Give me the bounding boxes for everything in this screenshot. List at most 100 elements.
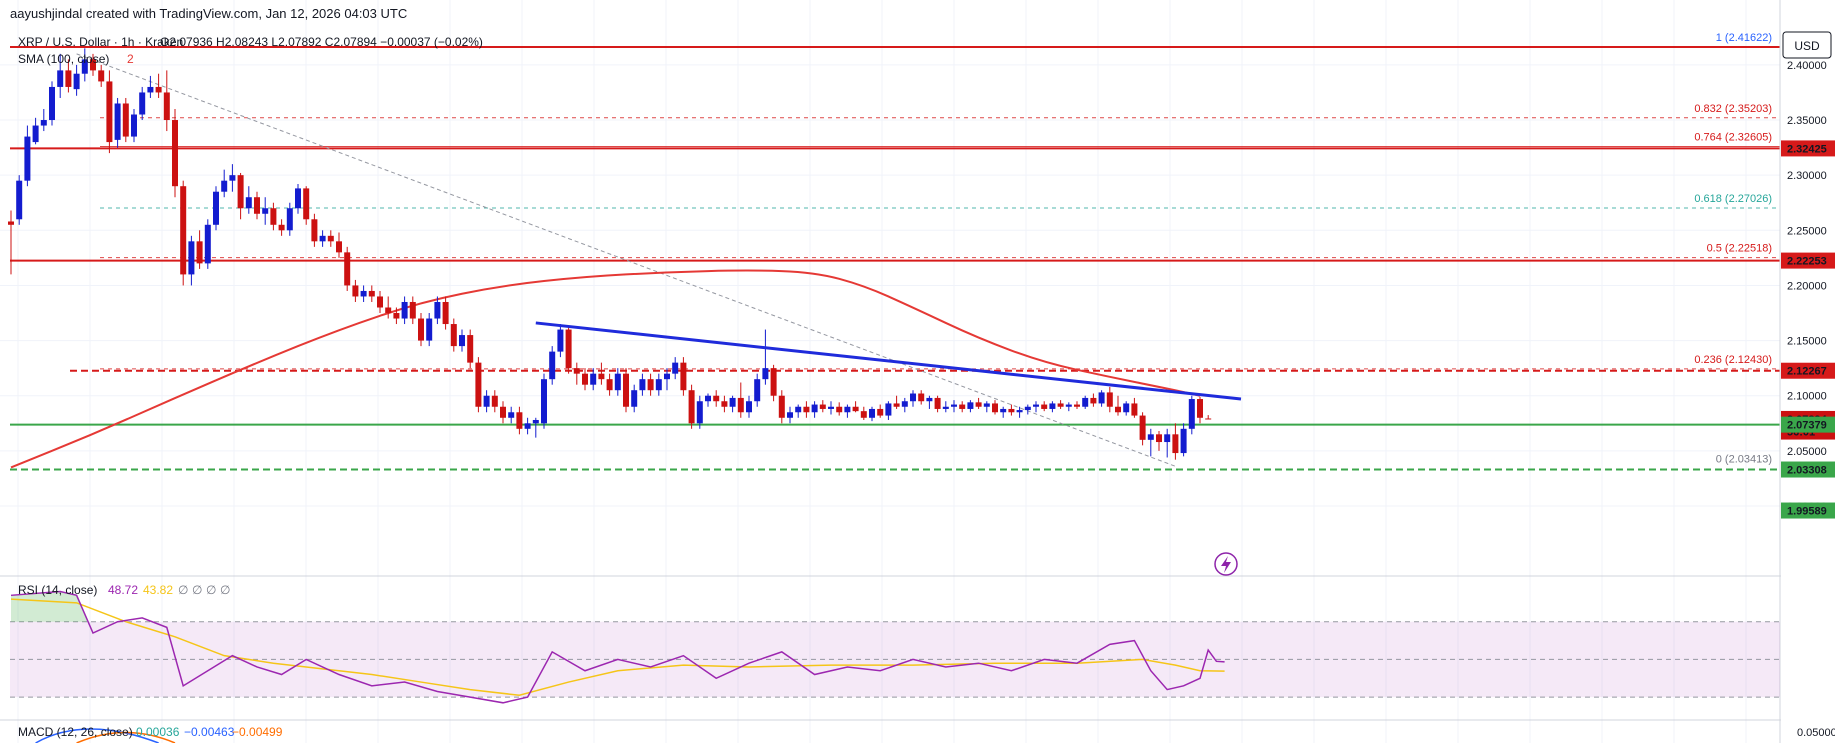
candle-body bbox=[188, 241, 195, 275]
symbol-title[interactable]: XRP / U.S. Dollar · 1h · Kraken bbox=[18, 35, 183, 49]
candle bbox=[188, 235, 195, 286]
candle bbox=[869, 406, 875, 422]
candle bbox=[746, 395, 752, 418]
candle bbox=[1156, 431, 1162, 451]
candle bbox=[959, 401, 966, 413]
price-tick: 2.35000 bbox=[1787, 115, 1827, 127]
candle bbox=[270, 202, 277, 231]
candle bbox=[40, 108, 47, 132]
sma-layer bbox=[10, 269, 1201, 469]
candle-body bbox=[172, 120, 178, 187]
macd-line bbox=[35, 728, 159, 743]
candle bbox=[828, 401, 834, 415]
candle bbox=[1123, 401, 1130, 416]
candle bbox=[377, 290, 383, 314]
ohlc-values: O2.07936 H2.08243 L2.07892 C2.07894 −0.0… bbox=[160, 35, 483, 49]
candle bbox=[508, 406, 515, 424]
candle bbox=[672, 357, 679, 380]
candle-body bbox=[877, 408, 884, 416]
candle-body bbox=[57, 70, 64, 87]
fib-label: 0.236 (2.12430) bbox=[1694, 354, 1772, 366]
candle-body bbox=[1123, 403, 1130, 413]
candle bbox=[1065, 402, 1072, 412]
candle-body bbox=[705, 395, 711, 402]
candle-body bbox=[139, 92, 146, 115]
candle-body bbox=[311, 219, 318, 242]
sma-legend-label[interactable]: SMA (100, close) bbox=[18, 52, 109, 66]
price-tick: 2.20000 bbox=[1787, 280, 1827, 292]
rsi-legend-value: 48.72 bbox=[108, 583, 138, 597]
candle-body bbox=[122, 103, 129, 137]
horizontal-levels bbox=[10, 46, 1780, 471]
candle-body bbox=[147, 86, 154, 93]
candle-body bbox=[32, 125, 39, 143]
rsi-legend[interactable]: RSI (14, close) 48.72 43.82 ∅ ∅ ∅ ∅ bbox=[18, 583, 230, 597]
candle-body bbox=[549, 351, 556, 380]
candle-body bbox=[327, 235, 334, 242]
candle-body bbox=[409, 301, 416, 319]
price-tick: 2.25000 bbox=[1787, 225, 1827, 237]
candle bbox=[967, 400, 974, 413]
price-tag-text: 2.07379 bbox=[1787, 420, 1827, 432]
candle bbox=[770, 364, 777, 402]
candle bbox=[147, 75, 154, 98]
candle bbox=[483, 390, 490, 413]
candle-body bbox=[286, 208, 293, 231]
price-tag-text: 2.22253 bbox=[1787, 256, 1827, 268]
candle-body bbox=[81, 59, 88, 74]
candle-body bbox=[557, 329, 564, 352]
candle-body bbox=[664, 373, 670, 380]
candle bbox=[951, 400, 957, 413]
candle bbox=[778, 390, 785, 424]
candle-body bbox=[655, 379, 662, 391]
candle-body bbox=[1074, 404, 1080, 407]
candle-body bbox=[901, 401, 908, 407]
candle bbox=[229, 164, 236, 192]
candle bbox=[204, 219, 211, 269]
candle-body bbox=[688, 390, 695, 424]
candle-body bbox=[98, 70, 105, 82]
candle bbox=[319, 230, 326, 247]
currency-label: USD bbox=[1794, 39, 1820, 53]
price-tag-bg bbox=[1781, 416, 1835, 433]
candle bbox=[877, 404, 884, 418]
candle bbox=[1033, 401, 1039, 413]
candle-body bbox=[606, 379, 613, 391]
candle bbox=[787, 406, 793, 424]
candle bbox=[795, 404, 802, 418]
macd-legend-label[interactable]: MACD (12, 26, close) bbox=[18, 725, 133, 739]
candle-body bbox=[975, 402, 982, 407]
candle bbox=[803, 401, 810, 418]
candle bbox=[303, 186, 310, 225]
candle bbox=[368, 285, 375, 302]
price-tag-support: 2.03308 bbox=[1781, 461, 1835, 478]
candle-body bbox=[237, 175, 244, 209]
rsi-legend-value: ∅ bbox=[220, 583, 230, 597]
candle-body bbox=[1008, 408, 1015, 413]
rsi-legend-label[interactable]: RSI (14, close) bbox=[18, 583, 97, 597]
price-tag-text: 1.99589 bbox=[1787, 506, 1827, 518]
fib-label: 0 (2.03413) bbox=[1716, 453, 1772, 465]
candle-body bbox=[73, 73, 80, 90]
candle-body bbox=[344, 252, 351, 286]
candle bbox=[606, 373, 613, 396]
fib-label: 0.618 (2.27026) bbox=[1694, 193, 1772, 205]
candle bbox=[90, 53, 96, 76]
price-tag-support: 1.99589 bbox=[1781, 502, 1835, 519]
candle-body bbox=[1172, 434, 1179, 454]
candle-body bbox=[1106, 392, 1113, 407]
candle bbox=[155, 73, 162, 98]
candle bbox=[885, 401, 892, 420]
bearish-trendline[interactable] bbox=[535, 321, 1242, 401]
candles bbox=[8, 48, 1212, 460]
candle-body bbox=[926, 397, 933, 402]
candle bbox=[852, 401, 859, 413]
candle-body bbox=[836, 406, 843, 413]
candle-body bbox=[762, 368, 769, 380]
candle bbox=[237, 172, 244, 220]
currency-button[interactable] bbox=[1782, 31, 1832, 59]
candle-body bbox=[49, 86, 55, 121]
candle bbox=[1000, 406, 1007, 418]
lightning-alert-icon[interactable] bbox=[1214, 552, 1238, 576]
